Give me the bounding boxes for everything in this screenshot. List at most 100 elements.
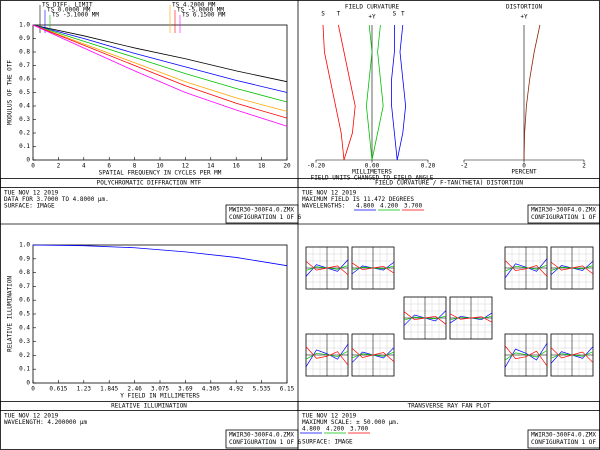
axis-note: FIELD UNITS CHANGED TO FIELD ANGLE: [311, 175, 434, 182]
series-line: [32, 24, 288, 127]
legend-label: TS -3.1000 MM: [52, 12, 99, 19]
y-tick-label: 1.0: [19, 22, 30, 29]
info-line: WAVELENGTHS:: [302, 203, 345, 210]
legend-label: TS 0.0000 MM: [47, 7, 91, 14]
x-tick-label: 4.305: [202, 386, 220, 393]
x-axis-label: Y FIELD IN MILLIMETERS: [120, 393, 200, 400]
y-tick-label: 0.4: [19, 324, 30, 331]
x-tick-label: -2: [460, 163, 468, 170]
axis-marker: +Y: [368, 14, 376, 21]
caption: POLYCHROMATIC DIFFRACTION MTF: [97, 180, 202, 187]
series-line: [32, 24, 288, 119]
wavelength-label: 4.200: [380, 203, 398, 210]
file-info: CONFIGURATION 1 OF 6: [531, 439, 600, 446]
x-tick-label: 0.615: [49, 386, 67, 393]
info-line: TUE NOV 12 2019: [302, 413, 357, 420]
info-line: SURFACE: IMAGE: [4, 203, 55, 210]
file-box: [225, 204, 299, 224]
y-tick-label: 0.9: [19, 255, 30, 262]
y-tick-label: 0.9: [19, 35, 30, 42]
x-tick-label: 1.845: [100, 386, 118, 393]
x-tick-label: 4: [82, 163, 86, 170]
info-line: MAXIMUM SCALE: ± 50.000 µm.: [302, 419, 400, 426]
wavelength-label: 3.700: [350, 426, 368, 433]
info-line: TUE NOV 12 2019: [4, 413, 59, 420]
legend-label: TS DIFF. LIMIT: [42, 2, 93, 9]
y-tick-label: 0.6: [19, 76, 30, 83]
info-line: WAVELENGTH: 4.200000 µm: [4, 419, 87, 426]
x-tick-label: 6.15: [280, 386, 295, 393]
x-tick-label: 2.46: [127, 386, 142, 393]
file-info: MWIR30-300F4.0.ZMX: [531, 207, 596, 214]
fan-curve: [504, 350, 548, 361]
series-line: [32, 24, 288, 83]
x-tick-label: 1.23: [77, 386, 92, 393]
x-tick-label: 14: [207, 163, 215, 170]
series-line: [32, 24, 288, 93]
fan-curve: [403, 311, 447, 325]
x-tick-label: 2: [582, 163, 586, 170]
series-line: [32, 24, 288, 112]
x-tick-label: 0: [522, 163, 526, 170]
wavelength-label: 4.800: [356, 203, 374, 210]
file-info: MWIR30-300F4.0.ZMX: [531, 432, 596, 439]
series-line: [32, 244, 288, 267]
fan-curve: [504, 264, 548, 272]
fan-curve: [550, 261, 594, 275]
fan-curve: [504, 345, 548, 367]
file-box: [527, 204, 600, 224]
fan-curve: [305, 346, 349, 366]
y-tick-label: 0: [26, 157, 30, 164]
x-axis-label: MILLIMETERS: [352, 169, 392, 176]
fan-curve: [504, 258, 548, 279]
y-tick-label: 0.5: [19, 89, 30, 96]
caption-bar: [297, 401, 600, 411]
x-tick-label: 0: [31, 386, 35, 393]
x-tick-label: 4.92: [229, 386, 244, 393]
axis-marker: +Y: [520, 14, 528, 21]
x-tick-label: 10: [156, 163, 164, 170]
caption-bar: [297, 178, 600, 188]
info-line: MAXIMUM FIELD IS 11.472 DEGREES: [302, 196, 414, 203]
wavelength-label: 3.700: [404, 203, 422, 210]
wavelength-label: 4.800: [302, 426, 320, 433]
series-line: [338, 24, 356, 161]
file-box: [527, 429, 600, 449]
caption: RELATIVE ILLUMINATION: [111, 403, 187, 410]
plot-frame: [32, 24, 288, 161]
caption: TRANSVERSE RAY FAN PLOT: [407, 403, 490, 410]
series-label: T: [337, 11, 341, 18]
info-line: TUE NOV 12 2019: [302, 190, 357, 197]
x-tick-label: 18: [258, 163, 266, 170]
plot-frame: [32, 244, 288, 384]
file-info: CONFIGURATION 1 OF 6: [229, 214, 302, 221]
series-line: [396, 24, 407, 161]
file-info: MWIR30-300F4.0.ZMX: [229, 432, 294, 439]
y-tick-label: 0.1: [19, 366, 30, 373]
y-tick-label: 0.6: [19, 297, 30, 304]
x-tick-label: 12: [182, 163, 190, 170]
x-tick-label: 5.535: [253, 386, 271, 393]
fan-curve: [449, 313, 493, 323]
fan-curve: [504, 260, 548, 277]
y-tick-label: 0.5: [19, 311, 30, 318]
y-tick-label: 0.4: [19, 103, 30, 110]
y-tick-label: 0.3: [19, 338, 30, 345]
info-line: DATA FOR 3.7000 TO 4.8000 µm.: [4, 196, 109, 203]
series-line: [391, 25, 398, 161]
y-tick-label: 0.8: [19, 49, 30, 56]
y-tick-label: 0.2: [19, 352, 30, 359]
series-label: T: [401, 11, 405, 18]
file-box: [225, 429, 299, 449]
x-tick-label: 0.00: [365, 163, 380, 170]
legend-label: TS 6.1500 MM: [182, 12, 226, 19]
x-axis-label: SPATIAL FREQUENCY IN CYCLES PER MM: [99, 170, 222, 177]
x-tick-label: 2: [57, 163, 61, 170]
wavelength-label: 4.200: [326, 426, 344, 433]
x-tick-label: 3.075: [151, 386, 169, 393]
series-line: [365, 24, 373, 161]
x-tick-label: 16: [233, 163, 241, 170]
fan-curve: [305, 261, 349, 275]
